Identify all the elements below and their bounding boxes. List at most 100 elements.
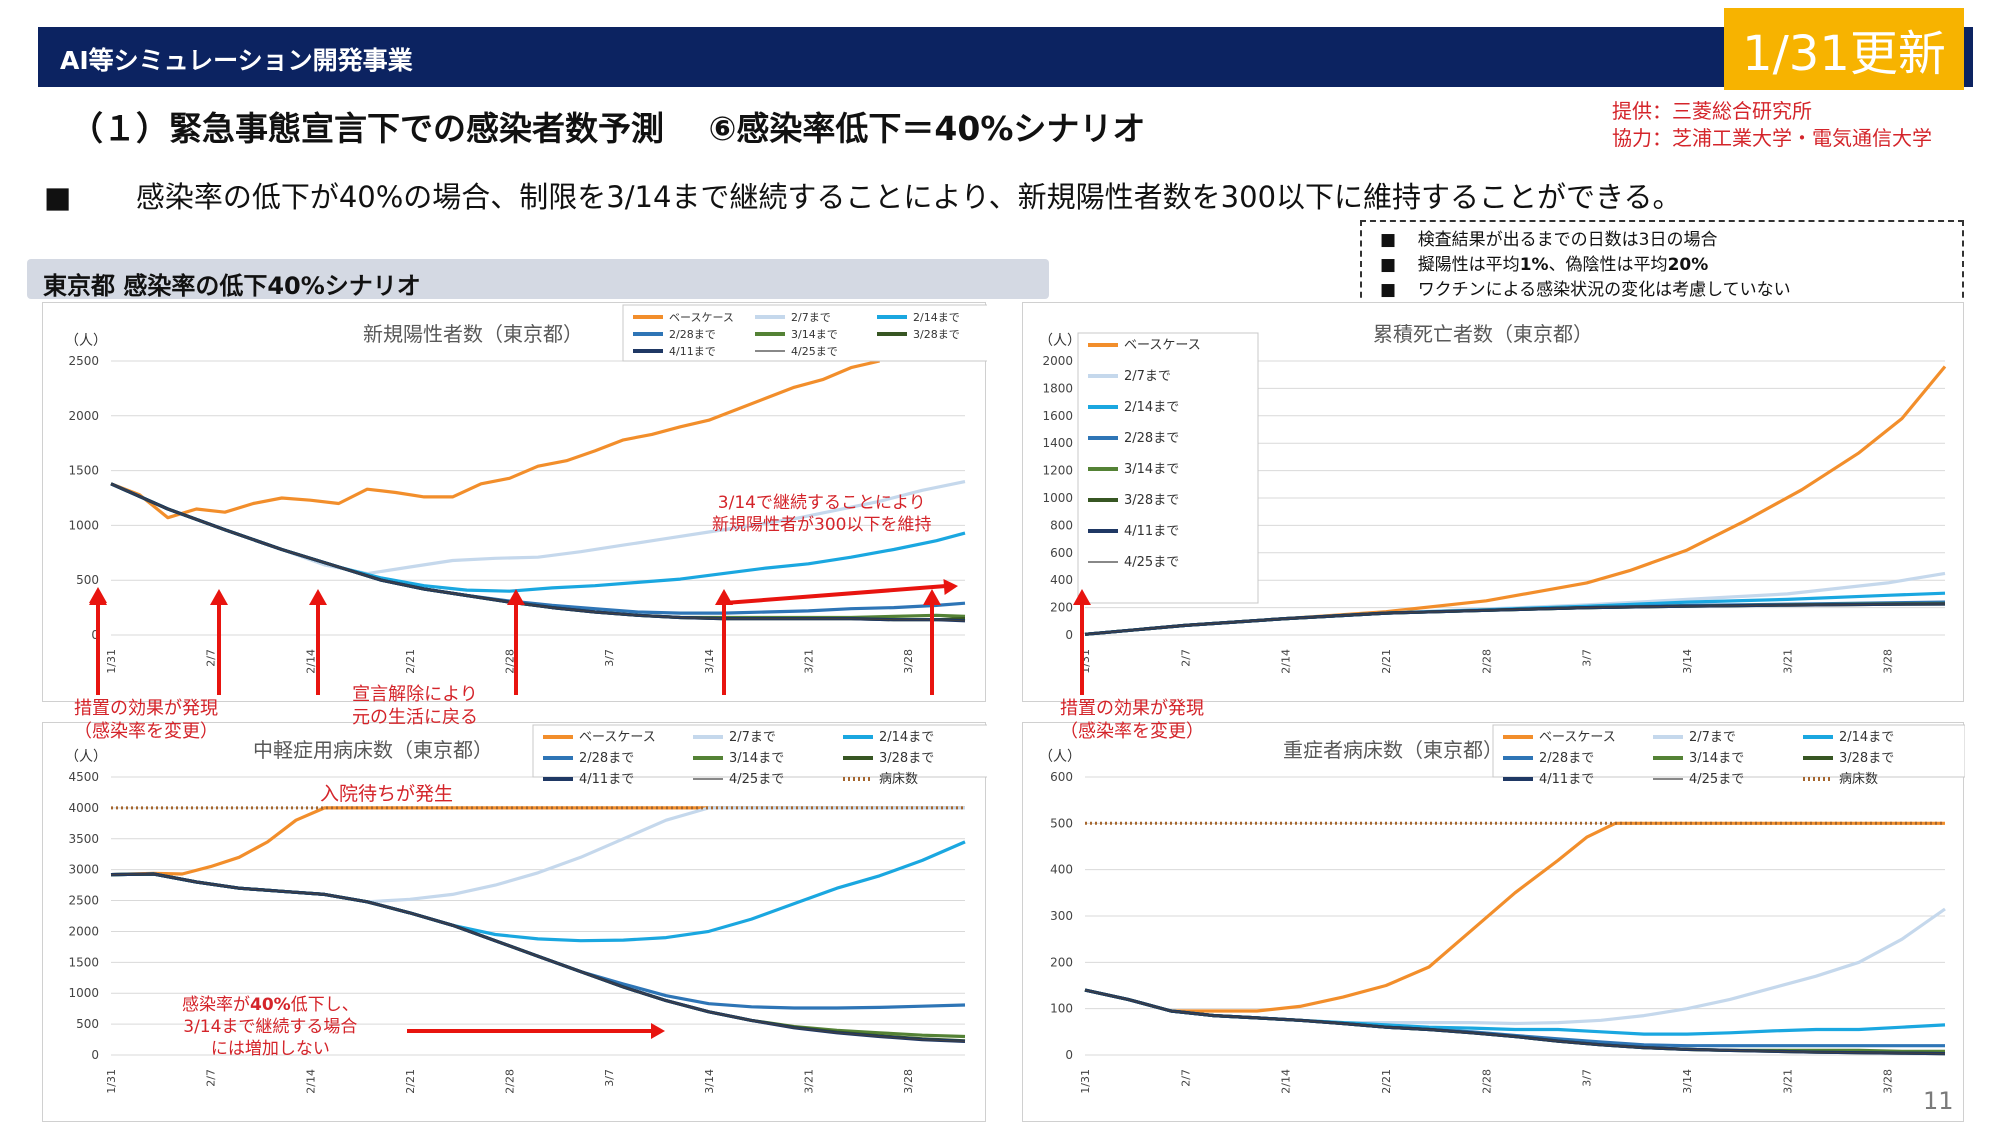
series-line — [110, 873, 966, 1042]
chart-deaths: 02004006008001000120014001600180020001/3… — [1039, 322, 1947, 695]
series-line — [110, 359, 880, 520]
x-tick-label: 3/7 — [603, 1069, 616, 1087]
y-tick-label: 200 — [1050, 955, 1073, 969]
region-title: 東京都 感染率の低下40%シナリオ — [43, 272, 421, 300]
x-tick-label: 2/14 — [1280, 649, 1293, 674]
y-tick-label: 1000 — [1042, 491, 1073, 505]
x-tick-label: 3/14 — [1681, 1069, 1694, 1094]
legend-label: 3/28まで — [1124, 493, 1179, 508]
note-line-1: ■ 検査結果が出るまでの日数は3日の場合 — [1380, 228, 1944, 253]
red-arrow-head — [210, 589, 228, 605]
legend-label: ベースケース — [579, 730, 656, 745]
y-tick-label: 2000 — [68, 924, 99, 938]
legend-label: 2/14まで — [879, 730, 934, 745]
legend-label: 4/25まで — [1124, 555, 1179, 570]
chart-title: 新規陽性者数（東京都） — [363, 322, 583, 346]
y-tick-label: 1500 — [68, 955, 99, 969]
annotation-beds-note: 感染率が40%低下し、 3/14まで継続する場合 には増加しない — [182, 994, 359, 1060]
x-tick-label: 3/7 — [1581, 649, 1594, 667]
series-line — [1084, 988, 1946, 1056]
note-marker: ■ — [1380, 255, 1397, 275]
series-line — [1084, 907, 1946, 1026]
x-tick-label: 2/28 — [504, 1069, 517, 1094]
series-line — [1084, 821, 1945, 1013]
red-arrow-head — [943, 579, 958, 595]
annotation-beds-post: 低下し、 — [290, 995, 359, 1015]
x-tick-label: 3/21 — [802, 649, 815, 674]
y-tick-label: 500 — [1050, 816, 1073, 830]
legend-label: ベースケース — [1539, 730, 1616, 745]
y-tick-label: 800 — [1050, 518, 1073, 532]
y-tick-label: 300 — [1050, 909, 1073, 923]
summary-text: 感染率の低下が40%の場合、制限を3/14まで継続することにより、新規陽性者数を… — [135, 180, 1682, 214]
x-tick-label: 3/21 — [1781, 1069, 1794, 1094]
y-tick-label: 4000 — [68, 801, 99, 815]
note-text-1: 検査結果が出るまでの日数は3日の場合 — [1417, 230, 1718, 250]
update-badge: 1/31更新 — [1724, 8, 1964, 90]
annotation-beds-line3: には増加しない — [210, 1039, 330, 1059]
y-tick-label: 0 — [91, 628, 99, 642]
chart-panel-severe-beds: 0 100 200 300 400 500 600 1/31 2/7 2/14 2/21 2/28 3/… — [1022, 722, 1965, 1122]
x-tick-label: 3/28 — [902, 1069, 915, 1094]
series-line — [1084, 603, 1946, 635]
legend-label: 2/28まで — [1539, 751, 1594, 766]
x-tick-label: 2/7 — [205, 649, 218, 667]
x-tick-label: 2/21 — [404, 1069, 417, 1094]
legend-label: 2/7まで — [791, 311, 831, 324]
note-marker: ■ — [1380, 280, 1397, 300]
credits: 提供：三菱総合研究所 協力：芝浦工業大学・電気通信大学 — [1612, 98, 1932, 152]
annotation-effect-deaths: 措置の効果が発現 （感染率を変更） — [1060, 697, 1204, 743]
y-tick-label: 3000 — [68, 863, 99, 877]
series-line — [110, 483, 966, 622]
page-number: 11 — [1923, 1087, 1954, 1115]
y-tick-label: 2000 — [68, 409, 99, 423]
legend-label: 病床数 — [879, 772, 918, 787]
bullet-marker: ■ — [44, 180, 72, 214]
legend-label: 2/7まで — [729, 730, 776, 745]
y-tick-label: 0 — [1065, 628, 1073, 642]
note-marker: ■ — [1380, 230, 1397, 250]
annotation-continue-note: 3/14で継続することにより 新規陽性者が300以下を維持 — [712, 492, 931, 536]
legend-label: 2/14まで — [1839, 730, 1894, 745]
y-tick-label: 500 — [76, 573, 99, 587]
legend-label: 病床数 — [1839, 772, 1878, 787]
x-tick-label: 2/14 — [304, 649, 317, 674]
x-tick-label: 3/7 — [1581, 1069, 1594, 1087]
legend-label: 2/28まで — [1124, 431, 1179, 446]
annotation-effect-line2: （感染率を変更） — [74, 721, 218, 742]
y-tick-label: 2000 — [1042, 354, 1073, 368]
banner-title: AI等シミュレーション開発事業 — [60, 46, 413, 75]
red-arrow-head — [309, 589, 327, 605]
x-tick-label: 2/28 — [504, 649, 517, 674]
x-tick-label: 1/31 — [105, 649, 118, 674]
y-tick-label: 1000 — [68, 986, 99, 1000]
series-line — [110, 806, 965, 877]
y-tick-label: 1000 — [68, 518, 99, 532]
y-tick-label: 600 — [1050, 546, 1073, 560]
y-tick-label: 1400 — [1042, 436, 1073, 450]
annotation-continue-line2: 新規陽性者が300以下を維持 — [712, 515, 932, 535]
y-tick-label: 400 — [1050, 863, 1073, 877]
chart-new-cases: 0 500 1000 1500 2000 2500 1/31 2/7 2/14 2/21 2/28 3… — [65, 304, 987, 695]
note-value-1: 1% — [1519, 255, 1549, 275]
annotation-waiting: 入院待ちが発生 — [320, 783, 454, 805]
red-arrow-head — [1073, 589, 1091, 605]
legend-label: 4/25まで — [791, 345, 838, 358]
x-tick-label: 1/31 — [105, 1069, 118, 1094]
x-tick-label: 2/14 — [304, 1069, 317, 1094]
x-tick-label: 2/7 — [205, 1069, 218, 1087]
header-banner: AI等シミュレーション開発事業 — [38, 27, 1973, 87]
legend-box — [532, 724, 987, 778]
annotation-effect-deaths-line1: 措置の効果が発現 — [1060, 698, 1204, 719]
series-line — [1084, 989, 1946, 1055]
annotation-beds-line2: 3/14まで継続する場合 — [183, 1017, 358, 1037]
legend-label: ベースケース — [669, 311, 734, 324]
chart-panel-moderate-beds: 0 500 1000 1500 2000 2500 3000 3500 4000 4500 1/31… — [42, 722, 987, 1122]
y-tick-label: 2500 — [68, 354, 99, 368]
credit-cooperation: 協力：芝浦工業大学・電気通信大学 — [1612, 126, 1932, 150]
series-line — [1084, 988, 1945, 1053]
series-line — [1084, 602, 1946, 636]
annotation-beds-pre: 感染率が — [182, 995, 250, 1015]
legend-label: 4/11まで — [1539, 772, 1594, 787]
annotation-release-line1: 宣言解除により — [352, 684, 478, 705]
